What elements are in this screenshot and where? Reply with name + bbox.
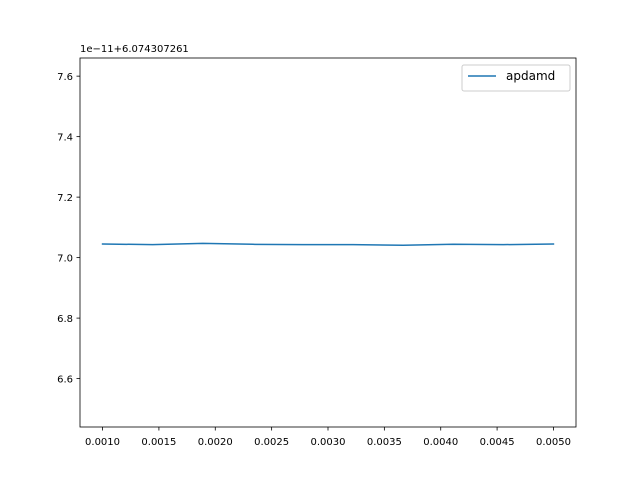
x-tick-label: 0.0040 [423, 437, 458, 448]
x-axis: 0.0010 0.0015 0.0020 0.0025 0.0030 0.0035 0.00… [85, 427, 571, 448]
x-tick-label: 0.0030 [311, 437, 346, 448]
series-line-apdamd [101, 242, 555, 246]
legend-label-apdamd: apdamd [506, 69, 555, 83]
x-tick-label: 0.0020 [198, 437, 233, 448]
legend: apdamd [461, 64, 571, 92]
x-tick-label: 0.0035 [367, 437, 402, 448]
y-tick-label: 7.0 [57, 254, 73, 265]
x-tick-label: 0.0045 [480, 437, 515, 448]
x-tick-label: 0.0025 [254, 437, 289, 448]
y-tick-label: 7.4 [57, 133, 73, 144]
y-tick-label: 7.6 [57, 72, 73, 83]
x-tick-label: 0.0015 [141, 437, 176, 448]
legend-box [461, 64, 571, 92]
y-tick-label: 6.8 [57, 314, 73, 325]
plot-area [101, 242, 555, 246]
y-tick-label: 6.6 [57, 375, 73, 386]
y-axis: 6.6 6.8 7.0 7.2 7.4 7.6 [57, 72, 80, 386]
y-offset-text: 1e−11+6.074307261 [80, 44, 189, 55]
y-tick-label: 7.2 [57, 193, 73, 204]
x-tick-label: 0.0010 [85, 437, 120, 448]
x-tick-label: 0.0050 [536, 437, 571, 448]
